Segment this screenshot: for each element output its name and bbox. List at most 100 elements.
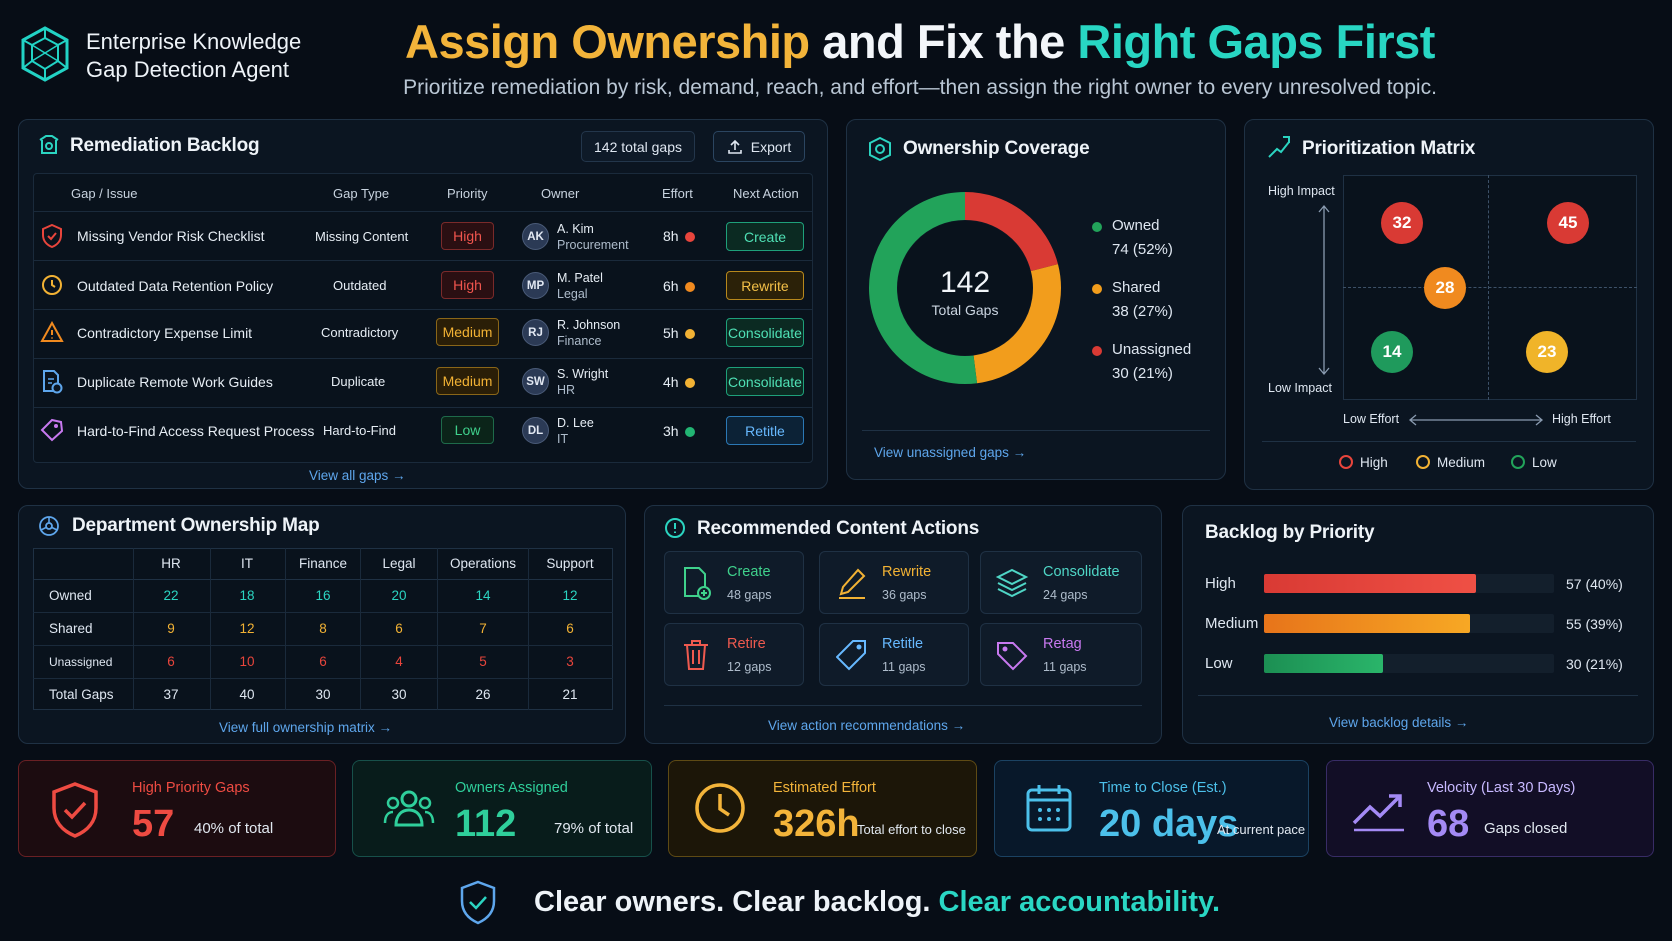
matrix-bubble[interactable]: 23 [1526, 331, 1568, 373]
owner-name: M. Patel Legal [557, 270, 603, 302]
shared-legend-value: 38 (27%) [1112, 303, 1173, 320]
low-impact-label: Low Impact [1268, 381, 1332, 395]
kpi-note: At current pace [1217, 822, 1306, 837]
rewrite-action-button[interactable]: Rewrite [726, 271, 804, 300]
col-divider [210, 548, 211, 710]
priority-label: High [453, 228, 482, 244]
dept-col-legal: Legal [382, 556, 416, 571]
dept-col-operations: Operations [449, 556, 517, 571]
gap-type: Contradictory [321, 325, 399, 340]
matrix-bubble[interactable]: 45 [1547, 202, 1589, 244]
duplicate-doc-icon [43, 370, 63, 394]
owned-legend-label: Owned [1112, 217, 1160, 234]
avatar: SW [522, 368, 549, 395]
owner-name-label: A. Kim [557, 222, 594, 236]
brand-name: Enterprise Knowledge Gap Detection Agent [86, 28, 336, 84]
action-card-count: 24 gaps [1043, 588, 1088, 602]
table-row[interactable]: Outdated Data Retention Policy Outdated … [33, 260, 813, 309]
kpi-estimated-effort[interactable]: Estimated Effort 326h Total effort to cl… [668, 760, 977, 857]
matrix-bubble[interactable]: 14 [1371, 331, 1413, 373]
action-label: Retitle [745, 422, 785, 439]
priority-bar-low [1264, 654, 1383, 673]
retitle-action-button[interactable]: Retitle [726, 416, 804, 445]
layers-icon [995, 568, 1029, 598]
row-divider [33, 612, 613, 613]
dept-cell: 40 [239, 687, 255, 702]
unassigned-legend-label: Unassigned [1112, 341, 1192, 358]
matrix-bubble[interactable]: 28 [1424, 267, 1466, 309]
dept-cell: 6 [319, 654, 327, 669]
view-unassigned-link[interactable]: View unassigned gaps → [874, 445, 1027, 460]
owner-dept: Procurement [557, 238, 629, 252]
priority-badge: High [441, 222, 494, 250]
donut-segment-unassigned[interactable] [964, 192, 1058, 272]
kpi-velocity[interactable]: Velocity (Last 30 Days) 68 Gaps closed [1326, 760, 1654, 857]
matrix-legend-high: High [1360, 455, 1388, 470]
retitle-action-card[interactable]: Retitle 11 gaps [819, 623, 969, 686]
title-part-1: Assign Ownership [405, 15, 810, 68]
kpi-high-priority-gaps[interactable]: High Priority Gaps 57 40% of total [18, 760, 336, 857]
dept-cell: 6 [395, 621, 403, 636]
priority-bar-medium [1264, 614, 1470, 633]
action-card-count: 36 gaps [882, 588, 927, 602]
table-row[interactable]: Contradictory Expense Limit Contradictor… [33, 309, 813, 358]
kpi-owners-assigned[interactable]: Owners Assigned 112 79% of total [352, 760, 652, 857]
priority-title: Backlog by Priority [1205, 522, 1375, 543]
total-gaps-badge-label: 142 total gaps [594, 138, 682, 155]
gap-type: Duplicate [331, 374, 386, 389]
divider [862, 430, 1210, 431]
gap-issue: Contradictory Expense Limit [77, 325, 253, 341]
action-card-count: 11 gaps [882, 660, 926, 674]
table-row[interactable]: Hard-to-Find Access Request Process Hard… [33, 407, 813, 456]
effort-dot [685, 378, 695, 388]
dept-cell: 6 [167, 654, 175, 669]
col-divider [360, 548, 361, 710]
dept-col-it: IT [241, 556, 253, 571]
table-row[interactable]: Missing Vendor Risk Checklist Missing Co… [33, 211, 813, 260]
matrix-bubble[interactable]: 32 [1381, 202, 1423, 244]
priority-label: Medium [442, 324, 493, 340]
create-action-card[interactable]: Create 48 gaps [664, 551, 804, 614]
kpi-value: 68 [1427, 803, 1470, 845]
export-button[interactable]: Export [713, 131, 805, 162]
row-divider [33, 678, 613, 679]
consolidate-action-button[interactable]: Consolidate [726, 367, 804, 396]
backlog-title: Remediation Backlog [70, 135, 260, 156]
retire-action-card[interactable]: Retire 12 gaps [664, 623, 804, 686]
row-divider [33, 645, 613, 646]
ownership-donut-chart [869, 192, 1061, 384]
view-ownership-matrix-link[interactable]: View full ownership matrix → [219, 720, 393, 735]
dept-row-label: Owned [49, 588, 92, 603]
kpi-time-to-close[interactable]: Time to Close (Est.) 20 days At current … [994, 760, 1309, 857]
consolidate-action-card[interactable]: Consolidate 24 gaps [980, 551, 1142, 614]
page-title: Assign Ownership and Fix the Right Gaps … [340, 14, 1500, 69]
col-effort: Effort [662, 186, 693, 201]
owner-dept: Legal [557, 287, 588, 301]
owner-name: S. Wright HR [557, 366, 608, 398]
priority-badge: High [441, 271, 494, 299]
create-action-button[interactable]: Create [726, 222, 804, 251]
avatar: RJ [522, 319, 549, 346]
divider [1262, 441, 1636, 442]
view-all-gaps-link[interactable]: View all gaps → [309, 468, 406, 483]
retag-action-card[interactable]: Retag 11 gaps [980, 623, 1142, 686]
donut-total-label: Total Gaps [931, 302, 999, 318]
high-impact-label: High Impact [1268, 184, 1335, 198]
kpi-label: Owners Assigned [455, 780, 568, 796]
owner-name-label: S. Wright [557, 367, 609, 381]
backlog-table [33, 173, 813, 463]
kpi-note: Gaps closed [1484, 820, 1568, 837]
avatar: MP [522, 272, 549, 299]
view-backlog-details-link[interactable]: View backlog details → [1329, 715, 1469, 730]
export-icon [727, 139, 742, 154]
kpi-note: Total effort to close [857, 822, 966, 837]
consolidate-action-button[interactable]: Consolidate [726, 318, 804, 347]
rewrite-action-card[interactable]: Rewrite 36 gaps [819, 551, 969, 614]
donut-segment-owned[interactable] [869, 192, 978, 384]
table-row[interactable]: Duplicate Remote Work Guides Duplicate M… [33, 358, 813, 407]
col-gap-issue: Gap / Issue [71, 186, 138, 201]
view-action-recommendations-link[interactable]: View action recommendations → [768, 718, 966, 733]
donut-segment-shared[interactable] [973, 264, 1061, 384]
department-title: Department Ownership Map [72, 515, 320, 536]
col-divider [437, 548, 438, 710]
